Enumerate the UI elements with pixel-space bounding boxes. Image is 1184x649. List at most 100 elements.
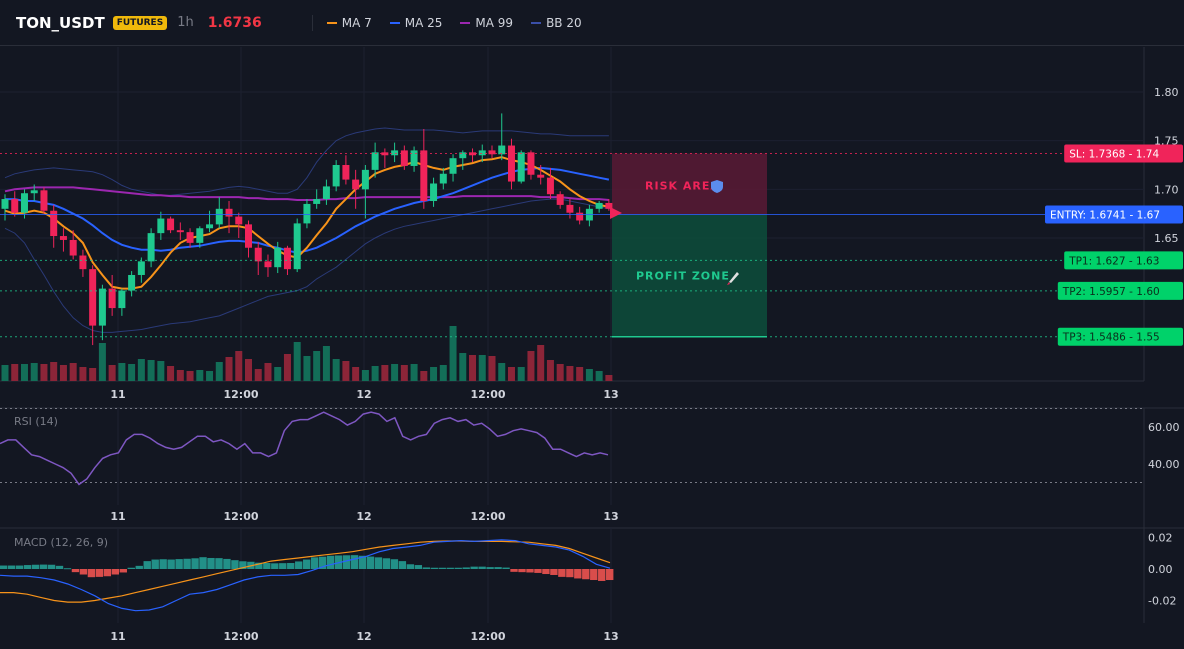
- volume-bar: [381, 365, 389, 381]
- legend-ma7[interactable]: MA 7: [326, 16, 372, 30]
- time-tick-label: 12:00: [223, 510, 258, 523]
- candle-body: [420, 150, 428, 202]
- volume-bar: [410, 364, 418, 381]
- macd-histogram-bar: [438, 567, 446, 569]
- volume-bar: [245, 359, 252, 381]
- time-tick-label: 12:00: [470, 510, 505, 523]
- candle-body: [128, 274, 136, 291]
- volume-bar: [439, 365, 447, 381]
- macd-histogram-bar: [318, 556, 327, 569]
- candle-body: [342, 165, 350, 180]
- macd-line: [0, 539, 611, 612]
- volume-bar: [537, 345, 545, 381]
- macd-histogram-bar: [462, 567, 470, 569]
- volume-bar: [108, 365, 116, 381]
- candle-body: [546, 177, 554, 195]
- macd-histogram-bar: [510, 569, 518, 572]
- indicator-legend: MA 7 MA 25 MA 99 BB 20: [326, 16, 600, 30]
- candle-body: [137, 261, 145, 275]
- volume-bar: [30, 363, 38, 381]
- risk-area-zone: [612, 153, 767, 215]
- legend-label: BB 20: [546, 15, 582, 30]
- volume-bar: [235, 351, 243, 381]
- candle-body: [498, 145, 506, 155]
- macd-histogram-bar: [279, 563, 287, 569]
- volume-bar: [1, 365, 9, 381]
- rocket-icon: [729, 272, 739, 283]
- time-tick-label: 13: [603, 630, 618, 643]
- candle-body: [225, 208, 233, 217]
- macd-histogram-bar: [287, 563, 295, 569]
- volume-bar: [215, 362, 223, 381]
- candle-body: [469, 152, 477, 156]
- candle-body: [118, 290, 126, 309]
- candle-body: [98, 288, 106, 326]
- candle-body: [352, 179, 360, 190]
- macd-histogram-bar: [350, 555, 359, 569]
- macd-histogram-bar: [231, 560, 239, 569]
- macd-histogram-bar: [558, 569, 566, 577]
- legend-ma25[interactable]: MA 25: [389, 16, 442, 30]
- macd-histogram-bar: [207, 557, 215, 569]
- macd-histogram-bar: [239, 561, 247, 569]
- time-tick-label: 12:00: [223, 630, 258, 643]
- macd-histogram-bar: [494, 567, 502, 569]
- candle-body: [59, 236, 67, 240]
- volume-bar: [342, 361, 350, 381]
- candle-body: [89, 269, 97, 326]
- macd-histogram-bar: [191, 558, 199, 569]
- candle-body: [507, 145, 515, 182]
- candle-body: [186, 232, 194, 243]
- volume-bar: [225, 357, 233, 381]
- macd-histogram-bar: [215, 558, 223, 569]
- macd-histogram-bar: [374, 557, 383, 569]
- macd-histogram-bar: [23, 565, 32, 569]
- legend-bb20[interactable]: BB 20: [531, 16, 582, 30]
- rsi-title: RSI (14): [14, 415, 58, 428]
- candle-body: [537, 174, 545, 178]
- volume-bar: [118, 363, 126, 381]
- divider: [311, 14, 313, 31]
- level-label-tp: TP2: 1.5957 - 1.60: [1062, 286, 1160, 298]
- candle-body: [381, 152, 389, 156]
- macd-histogram-bar: [590, 569, 598, 581]
- price-tick-label: 1.65: [1154, 232, 1179, 245]
- chart-header: TON_USDT FUTURES 1h 1.6736 MA 7 MA 25 MA…: [0, 0, 1184, 46]
- volume-bar: [498, 363, 506, 381]
- macd-histogram-bar: [199, 557, 207, 569]
- candle-body: [391, 150, 399, 156]
- volume-bar: [137, 359, 145, 381]
- bb20-swatch: [531, 21, 542, 24]
- entry-marker: [610, 207, 622, 219]
- volume-bar: [79, 367, 87, 381]
- macd-histogram-bar: [7, 565, 16, 569]
- macd-histogram-bar: [550, 569, 558, 575]
- volume-bar: [40, 364, 48, 381]
- rocket-flame: [727, 282, 730, 285]
- symbol-name[interactable]: TON_USDT: [16, 13, 105, 32]
- macd-title: MACD (12, 26, 9): [14, 536, 109, 549]
- timeframe-label[interactable]: 1h: [177, 15, 194, 30]
- candle-body: [488, 150, 496, 155]
- time-tick-label: 12:00: [223, 388, 258, 401]
- shield-icon: [711, 180, 723, 193]
- volume-bar: [50, 362, 58, 381]
- volume-bar: [313, 351, 321, 381]
- macd-histogram-bar: [326, 555, 335, 569]
- volume-bar: [576, 367, 584, 381]
- volume-bar: [59, 365, 67, 381]
- macd-histogram-bar: [342, 555, 351, 569]
- macd-histogram-bar: [71, 569, 80, 573]
- legend-ma99[interactable]: MA 99: [460, 16, 513, 30]
- macd-histogram-bar: [271, 563, 279, 569]
- candle-body: [410, 150, 418, 166]
- macd-histogram-bar: [151, 559, 159, 569]
- candle-body: [517, 152, 525, 182]
- candle-body: [566, 204, 574, 213]
- time-tick-label: 12:00: [470, 388, 505, 401]
- macd-histogram-bar: [422, 567, 430, 569]
- macd-histogram-bar: [39, 564, 48, 569]
- candle-body: [459, 152, 467, 159]
- macd-histogram-bar: [406, 564, 415, 569]
